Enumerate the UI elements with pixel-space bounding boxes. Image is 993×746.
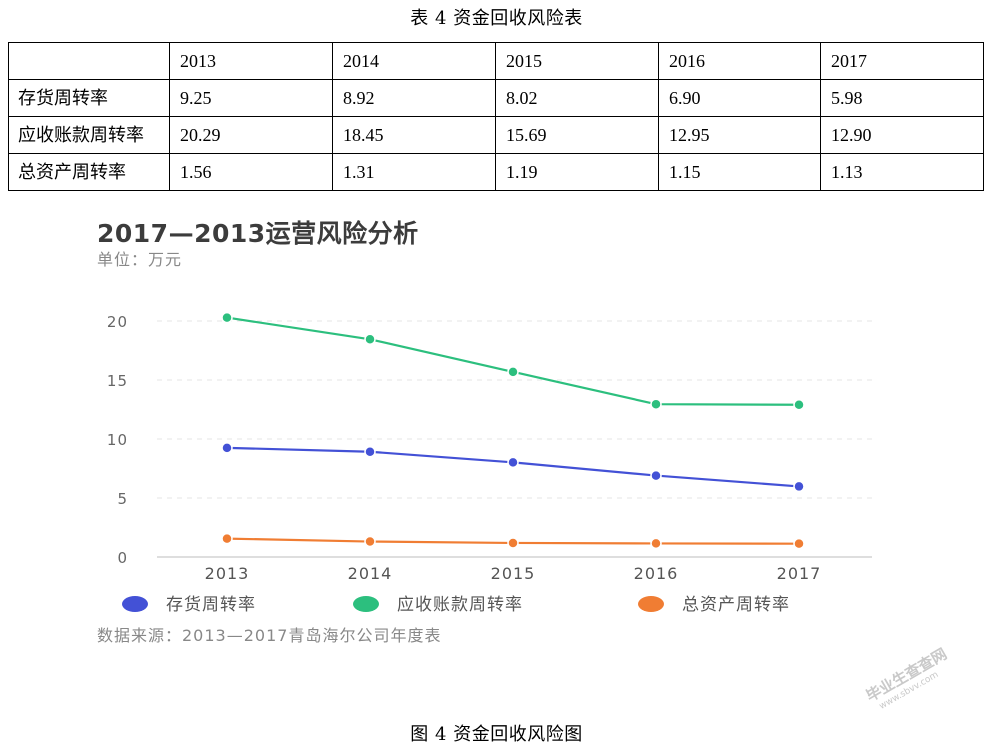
- row-label: 应收账款周转率: [8, 116, 170, 154]
- table-cell: 5.98: [820, 79, 984, 117]
- table-cell: 12.95: [658, 116, 821, 154]
- data-point: [650, 537, 662, 550]
- legend-label: 应收账款周转率: [397, 595, 523, 615]
- table-cell: 1.31: [332, 153, 496, 191]
- table-caption: 表 4 资金回收风险表: [410, 8, 583, 29]
- table-cell: 1.19: [495, 153, 659, 191]
- chart-unit-label: 单位：万元: [97, 250, 183, 269]
- legend-marker: [122, 596, 148, 612]
- y-tick-label: 20: [107, 313, 128, 331]
- table-cell: 1.13: [820, 153, 984, 191]
- y-tick-label: 10: [107, 431, 128, 449]
- table-row: 应收账款周转率 20.29 18.45 15.69 12.95 12.90: [8, 116, 984, 154]
- table-cell: 18.45: [332, 116, 496, 154]
- table-row: 存货周转率 9.25 8.92 8.02 6.90 5.98: [8, 79, 984, 117]
- header-cell: [8, 42, 170, 80]
- legend-marker: [638, 596, 664, 612]
- legend-label: 存货周转率: [166, 595, 256, 615]
- data-point: [793, 537, 805, 550]
- legend-label: 总资产周转率: [682, 595, 790, 615]
- data-point: [793, 480, 805, 493]
- table-cell: 15.69: [495, 116, 659, 154]
- data-point: [221, 532, 233, 545]
- data-point: [221, 311, 233, 324]
- table-cell: 1.56: [169, 153, 333, 191]
- x-tick-label: 2016: [634, 564, 679, 583]
- legend-marker: [353, 596, 379, 612]
- series-line: [226, 316, 800, 406]
- header-cell: 2017: [820, 42, 984, 80]
- data-point: [364, 445, 376, 458]
- risk-table: 2013 2014 2015 2016 2017 存货周转率 9.25 8.92…: [8, 42, 984, 191]
- y-tick-label: 15: [107, 372, 128, 390]
- data-point: [364, 333, 376, 346]
- data-point: [507, 366, 519, 378]
- data-point: [221, 442, 233, 454]
- chart-source-note: 数据来源：2013—2017青岛海尔公司年度表: [97, 626, 442, 645]
- table-cell: 8.92: [332, 79, 496, 117]
- data-point: [793, 399, 805, 411]
- table-cell: 8.02: [495, 79, 659, 117]
- table-cell: 6.90: [658, 79, 821, 117]
- data-point: [507, 537, 519, 549]
- header-cell: 2013: [169, 42, 333, 80]
- x-tick-label: 2017: [777, 564, 822, 583]
- row-label: 总资产周转率: [8, 153, 170, 191]
- y-tick-label: 5: [117, 490, 128, 508]
- data-point: [650, 469, 662, 482]
- y-tick-label: 0: [117, 549, 128, 567]
- table-cell: 20.29: [169, 116, 333, 154]
- data-point: [364, 535, 376, 548]
- table-row: 总资产周转率 1.56 1.31 1.19 1.15 1.13: [8, 153, 984, 191]
- data-point: [507, 456, 519, 469]
- header-cell: 2015: [495, 42, 659, 80]
- x-tick-label: 2015: [491, 564, 536, 583]
- figure-caption: 图 4 资金回收风险图: [410, 724, 583, 745]
- row-label: 存货周转率: [8, 79, 170, 117]
- table-cell: 9.25: [169, 79, 333, 117]
- x-tick-label: 2013: [205, 564, 250, 583]
- x-tick-label: 2014: [348, 564, 393, 583]
- table-header-row: 2013 2014 2015 2016 2017: [8, 42, 984, 80]
- data-point: [650, 398, 662, 410]
- chart-title: 2017—2013运营风险分析: [97, 219, 419, 248]
